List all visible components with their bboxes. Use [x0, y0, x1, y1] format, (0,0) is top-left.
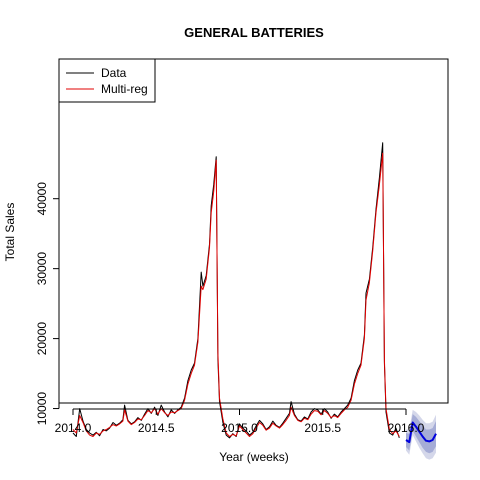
legend-box — [58, 58, 156, 103]
chart-title: GENERAL BATTERIES — [184, 25, 324, 40]
legend-label-data: Data — [101, 66, 127, 80]
x-tick-label: 2015.5 — [304, 421, 341, 435]
plot-frame — [58, 58, 449, 404]
series-line-multi-reg — [72, 152, 400, 437]
x-axis-label: Year (weeks) — [219, 450, 289, 464]
legend-label-multi-reg: Multi-reg — [101, 82, 148, 96]
x-tick-label: 2015.0 — [221, 421, 258, 435]
x-axis: 2014.0 2014.5 2015.0 2015.5 2016.0 — [55, 408, 425, 435]
legend: Data Multi-reg — [58, 58, 156, 103]
series-lines — [72, 142, 437, 444]
series-line-forecast — [405, 421, 437, 444]
y-axis-label: Total Sales — [3, 203, 17, 262]
y-tick-label: 20000 — [35, 322, 49, 356]
series-line-data — [72, 142, 400, 439]
y-tick-label: 10000 — [35, 392, 49, 426]
x-tick-label: 2016.0 — [388, 421, 425, 435]
y-axis: 10000 20000 30000 40000 — [35, 182, 60, 426]
y-tick-label: 30000 — [35, 252, 49, 286]
x-tick-label: 2014.0 — [55, 421, 92, 435]
x-tick-label: 2014.5 — [138, 421, 175, 435]
y-tick-label: 40000 — [35, 182, 49, 216]
